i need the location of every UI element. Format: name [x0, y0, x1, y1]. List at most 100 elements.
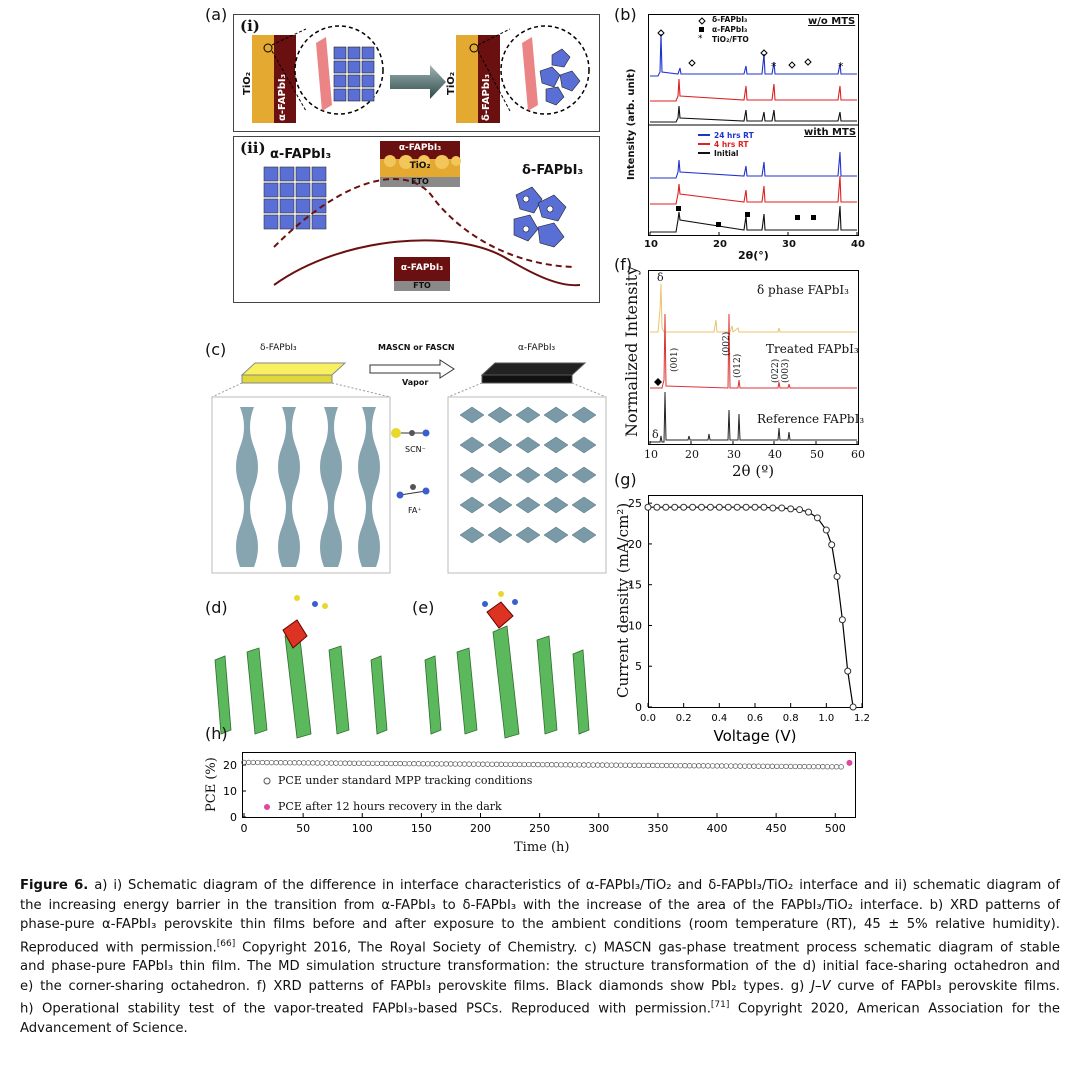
pce-ytick-label: 10	[223, 785, 237, 798]
caption-line: the increasing energy barrier in the tra…	[20, 897, 1060, 913]
xrd-top-title: w/o MTS	[808, 16, 856, 27]
panel-f-label: (f)	[614, 255, 633, 274]
pbi2-diamond-icon	[654, 378, 662, 386]
jv-data-point	[849, 703, 857, 711]
legend-bottom-1: 4 hrs RT	[714, 140, 749, 149]
delta-mark-top: δ	[657, 271, 664, 284]
panel-a-i-label: (i)	[240, 17, 260, 35]
jv-data-point	[724, 503, 732, 511]
jv-data-point	[822, 526, 830, 534]
delta-phase-trace	[650, 283, 857, 333]
xrd-bottom-black-trace	[650, 205, 857, 233]
alpha-crystal-icon	[316, 37, 375, 111]
pce-xtick-label: 300	[588, 822, 609, 835]
svg-text:*: *	[771, 60, 777, 73]
jv-data-point	[644, 503, 652, 511]
jv-data-point	[689, 503, 697, 511]
caption-line: Figure 6. a) i) Schematic diagram of the…	[20, 878, 1060, 893]
delta-slab-title: δ-FAPbI₃	[260, 343, 297, 353]
pce-xtick-label: 250	[529, 822, 550, 835]
panel-f-xtick-2: 30	[727, 448, 741, 461]
xrd-fapbi3-chart	[648, 270, 859, 445]
jv-ytick-label: 10	[628, 619, 642, 632]
legend-bottom-0: 24 hrs RT	[714, 131, 754, 140]
md-simulation-snapshots	[214, 591, 590, 739]
alpha-slab-title: α-FAPbI₃	[518, 343, 556, 353]
legend-recovery-marker	[264, 804, 270, 810]
pce-xtick-label: 450	[766, 822, 787, 835]
panel-a-ii-box: (ii) α-FAPbI₃ δ-FAPbI₃ α-FAPbI₃ T	[233, 136, 600, 303]
delta-mark-bottom: δ	[652, 428, 659, 441]
jv-data-point	[760, 503, 768, 511]
delta-phase-title: δ-FAPbI₃	[522, 163, 584, 178]
caption-line: e) the corner-sharing octahedron. f) XRD…	[20, 978, 1060, 994]
peak-label-022: (022)	[771, 358, 781, 383]
jv-data-point	[796, 506, 804, 514]
peak-label-012: (012)	[733, 353, 743, 378]
xrd-top-red-trace	[650, 78, 857, 102]
jv-data-point	[833, 573, 841, 581]
jv-ytick-label: 5	[635, 660, 642, 673]
pce-stability-chart: 0 10 20 0 50 100 150 200 250 300 350 400 450 500	[223, 752, 856, 835]
pce-recovery-point	[846, 759, 853, 766]
vapor-arrow-top-label: MASCN or FASCN	[378, 343, 455, 352]
delta-lattice-icon	[513, 186, 567, 248]
alpha-phase-title: α-FAPbI₃	[270, 147, 332, 162]
pce-xtick-label: 200	[470, 822, 491, 835]
jv-data-point	[828, 541, 836, 549]
jv-ytick-label: 25	[628, 497, 642, 510]
layer-tio2-label-right: TiO₂	[446, 71, 457, 95]
jv-data-point	[805, 508, 812, 516]
jv-data-point	[715, 503, 723, 511]
stack-top-fto: FTO	[411, 177, 429, 186]
xrd-mts-chart: * * *	[648, 14, 859, 236]
legend-mpp-text: PCE under standard MPP tracking conditio…	[278, 774, 533, 787]
pce-xtick-label: 0	[241, 822, 248, 835]
delta-columns-icon	[236, 407, 380, 567]
series-label-reference: Reference FAPbI₃	[757, 412, 865, 426]
pce-xtick-label: 150	[411, 822, 432, 835]
jv-data-point	[653, 503, 661, 511]
layer-delta-label: δ-FAPbI₃	[481, 73, 492, 121]
energy-barrier-diagram	[263, 141, 581, 291]
panel-f-xtick-0: 10	[644, 448, 658, 461]
vapor-arrow-icon	[369, 359, 455, 379]
jv-data-point	[787, 505, 795, 513]
caption-line: Advancement of Science.	[20, 1021, 188, 1037]
jv-data-point	[671, 503, 679, 511]
jv-xtick-label: 0.4	[711, 713, 727, 724]
jv-curve-chart: 0 5 10 15 20 25 0.0 0.2 0.4 0.6 0.8 1.0 1.2 Voltage …	[628, 495, 870, 745]
figure-caption: Figure 6. a) i) Schematic diagram of the…	[20, 876, 1060, 1039]
panel-b-xtick-1: 20	[713, 239, 727, 250]
corner-sharing-octahedra-icon	[424, 625, 590, 739]
legend-mpp-marker	[263, 777, 271, 785]
panel-f-xlabel: 2θ (º)	[732, 462, 775, 480]
legend-recovery-text: PCE after 12 hours recovery in the dark	[278, 800, 502, 813]
jv-data-point	[733, 503, 741, 511]
svg-text:*: *	[838, 60, 844, 73]
pce-mpp-point	[838, 764, 844, 770]
jv-ytick-label: 20	[628, 538, 642, 551]
jv-xtick-label: 0.2	[676, 713, 692, 724]
panel-e-label: (e)	[412, 598, 435, 617]
panel-a-label: (a)	[205, 5, 228, 24]
delta-crystal-icon	[522, 37, 581, 111]
panel-a-ii-label: (ii)	[240, 139, 266, 157]
caption-line: phase-pure α-FAPbI₃ perovskite thin film…	[20, 917, 1060, 932]
panel-h-xlabel: Time (h)	[514, 840, 570, 855]
panel-a-i-box: (i)	[233, 14, 600, 132]
panel-g-label: (g)	[614, 470, 637, 489]
jv-data-point	[769, 504, 777, 512]
jv-data-point	[751, 503, 759, 511]
caption-line: Reproduced with permission.[66] Copyrigh…	[20, 938, 1060, 955]
xrd-bottom-red-trace	[650, 175, 857, 205]
alpha-network-icon	[459, 406, 597, 544]
pce-ytick-label: 20	[223, 759, 237, 772]
panel-f-xtick-5: 60	[851, 448, 865, 461]
jv-ytick-label: 15	[628, 579, 642, 592]
panel-f-xtick-1: 20	[685, 448, 699, 461]
fa-ion-label: FA⁺	[408, 506, 422, 515]
peak-label-003: (003)	[781, 358, 791, 383]
jv-data-point	[838, 616, 846, 624]
face-sharing-octahedra-icon	[214, 629, 388, 739]
